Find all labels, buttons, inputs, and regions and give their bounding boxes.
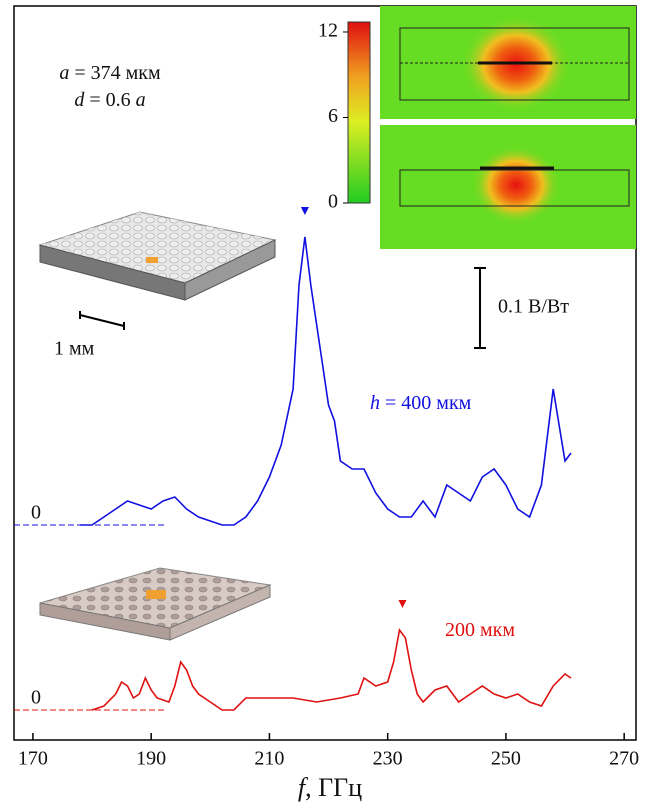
- colorbar: [348, 22, 370, 203]
- x-tick-label: 210: [254, 748, 284, 770]
- x-tick-label: 190: [136, 748, 166, 770]
- colorbar-tick-label: 0: [328, 191, 338, 213]
- param-d: d = 0.6 a: [74, 89, 145, 111]
- param-a: a = 374 мкм: [59, 62, 161, 84]
- lattice-inset: [40, 212, 275, 640]
- scale-bar-label: 0.1 В/Вт: [498, 296, 569, 318]
- text: , ГГц: [305, 773, 362, 802]
- text: = 374 мкм: [69, 62, 161, 84]
- text: = 0.6: [84, 89, 135, 111]
- chart: a = 374 мкм d = 0.6 a 1 мм f, ГГц 170 190…: [0, 0, 651, 812]
- series-line: [92, 630, 571, 710]
- x-tick-label: 250: [491, 748, 521, 770]
- legend-symbol: h: [370, 392, 380, 414]
- legend-text: 200 мкм: [445, 619, 515, 641]
- colorbar-tick-label: 12: [318, 20, 338, 42]
- baseline-label: 0: [31, 502, 41, 524]
- x-tick-label: 230: [373, 748, 403, 770]
- legend-text: =: [380, 392, 401, 414]
- symbol: a: [136, 89, 146, 111]
- x-axis-label: f, ГГц: [298, 773, 362, 802]
- x-tick-label: 170: [18, 748, 48, 770]
- baseline-label: 0: [31, 687, 41, 709]
- legend-label: h = 400 мкм: [370, 392, 472, 414]
- colorbar-tick-label: 6: [328, 105, 338, 127]
- legend-label: 200 мкм: [445, 619, 515, 641]
- symbol: a: [59, 62, 69, 84]
- length-bar-label: 1 мм: [54, 338, 95, 360]
- peak-marker: [301, 207, 309, 215]
- x-tick-label: 270: [609, 748, 639, 770]
- peak-marker: [398, 600, 406, 608]
- legend-text: 400 мкм: [401, 392, 471, 414]
- field-map: [380, 6, 636, 249]
